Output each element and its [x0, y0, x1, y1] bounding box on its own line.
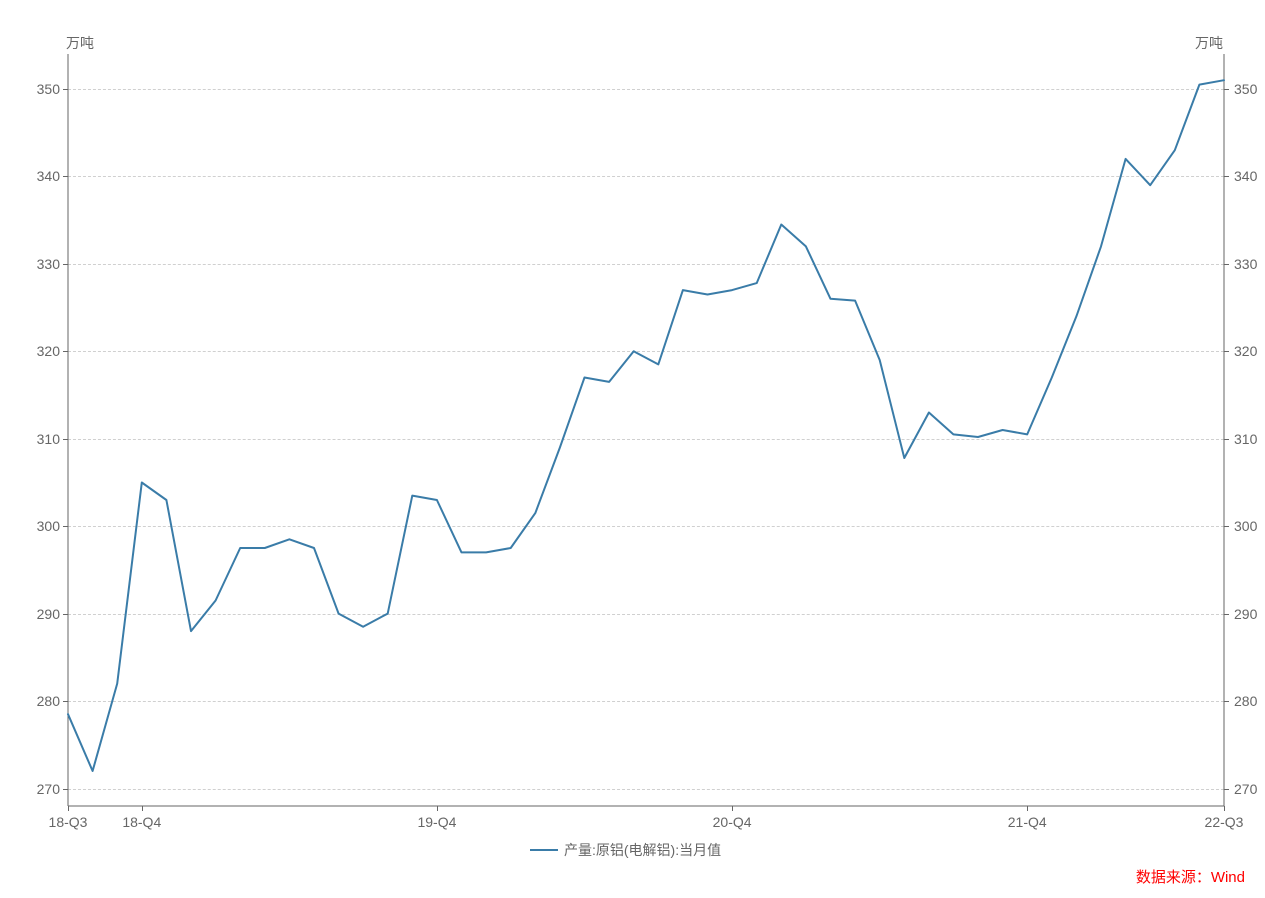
chart-container: 万吨 万吨 270280290300310320330340350 270280… [0, 0, 1265, 898]
data-line [0, 0, 1265, 898]
data-source: 数据来源：Wind [1136, 866, 1245, 887]
legend: 产量:原铝(电解铝):当月值 [530, 840, 721, 860]
legend-label: 产量:原铝(电解铝):当月值 [564, 840, 721, 860]
legend-swatch [530, 849, 558, 851]
